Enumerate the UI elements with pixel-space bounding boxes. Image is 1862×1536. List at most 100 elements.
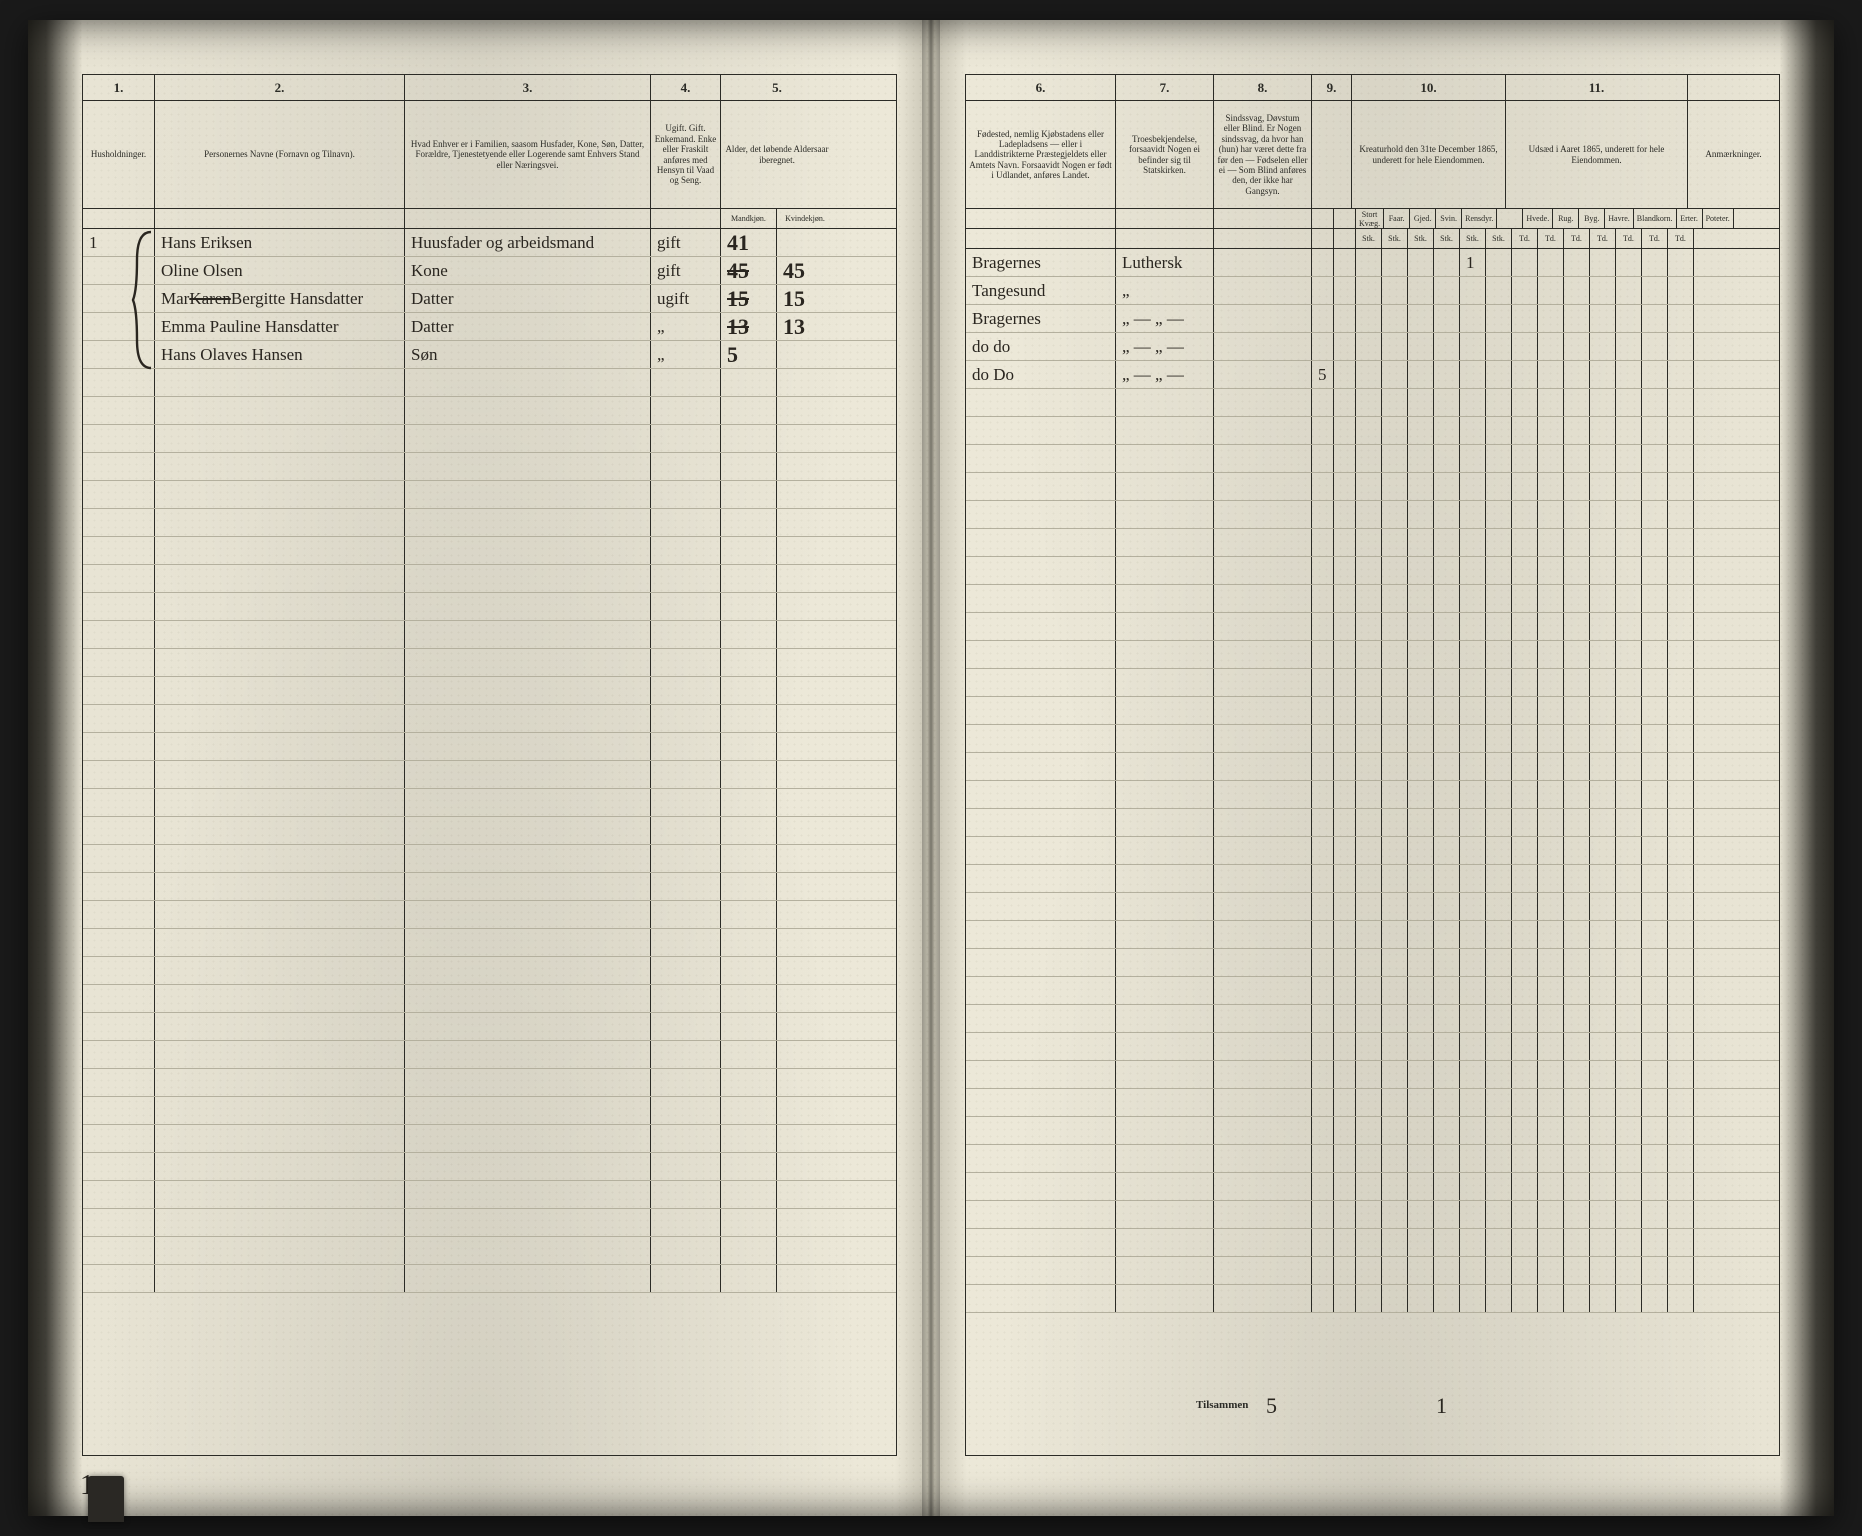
cell <box>1214 613 1312 640</box>
cell <box>777 789 833 816</box>
table-row <box>83 1153 896 1181</box>
cell <box>1538 277 1564 304</box>
cell <box>1382 669 1408 696</box>
cell <box>1408 389 1434 416</box>
cell <box>1434 389 1460 416</box>
table-row <box>966 669 1779 697</box>
cell <box>1214 893 1312 920</box>
cell <box>1312 837 1334 864</box>
cell <box>1334 361 1356 388</box>
cell <box>155 1265 405 1292</box>
table-row <box>966 753 1779 781</box>
cell <box>721 1041 777 1068</box>
cell <box>777 1013 833 1040</box>
cell <box>1564 753 1590 780</box>
cell <box>1538 921 1564 948</box>
cell <box>1356 1005 1382 1032</box>
cell <box>966 1285 1116 1312</box>
table-row <box>966 949 1779 977</box>
cell <box>721 761 777 788</box>
cell <box>83 789 155 816</box>
cell: 15 <box>777 285 833 312</box>
colnum-7: 7. <box>1116 75 1214 100</box>
cell <box>1642 613 1668 640</box>
cell <box>1512 893 1538 920</box>
table-row <box>83 1265 896 1293</box>
cell <box>405 565 651 592</box>
cell <box>1694 529 1779 556</box>
cell <box>1564 809 1590 836</box>
cell <box>1642 557 1668 584</box>
cell <box>83 873 155 900</box>
table-row: do do„ — „ — <box>966 333 1779 361</box>
cell: 1 <box>83 229 155 256</box>
cell <box>1694 417 1779 444</box>
cell <box>1616 501 1642 528</box>
cell <box>1460 389 1486 416</box>
cell <box>83 397 155 424</box>
right-subheaders-units: Stk.Stk.Stk.Stk.Stk.Stk.Td.Td.Td.Td.Td.T… <box>966 229 1779 249</box>
cell <box>966 949 1116 976</box>
cell <box>1356 501 1382 528</box>
cell <box>721 845 777 872</box>
cell <box>1116 389 1214 416</box>
cell <box>155 761 405 788</box>
cell <box>83 1237 155 1264</box>
cell <box>1486 753 1512 780</box>
cell <box>1590 585 1616 612</box>
cell <box>1356 445 1382 472</box>
cell <box>1116 725 1214 752</box>
cell <box>1512 1173 1538 1200</box>
cell <box>1434 501 1460 528</box>
cell: 45 <box>777 257 833 284</box>
cell <box>405 705 651 732</box>
cell <box>1214 781 1312 808</box>
cell <box>155 901 405 928</box>
cell <box>1590 669 1616 696</box>
cell <box>651 425 721 452</box>
subhead-blank-3 <box>405 209 651 228</box>
cell <box>1408 669 1434 696</box>
cell <box>155 369 405 396</box>
cell <box>651 481 721 508</box>
cell <box>1382 921 1408 948</box>
cell <box>1512 1117 1538 1144</box>
cell <box>1694 333 1779 360</box>
cell <box>1334 333 1356 360</box>
cell <box>155 789 405 816</box>
cell <box>1564 501 1590 528</box>
cell <box>1312 557 1334 584</box>
cell <box>1460 1285 1486 1312</box>
cell <box>1408 1117 1434 1144</box>
cell <box>405 1181 651 1208</box>
cell <box>777 1209 833 1236</box>
cell <box>1512 1061 1538 1088</box>
cell <box>966 669 1116 696</box>
cell <box>1668 921 1694 948</box>
cell <box>1694 781 1779 808</box>
cell <box>1460 669 1486 696</box>
cell <box>83 425 155 452</box>
subhead-cell: Td. <box>1642 229 1668 248</box>
head-households: Husholdninger. <box>83 101 155 208</box>
cell <box>1564 865 1590 892</box>
cell <box>651 957 721 984</box>
cell <box>1356 1285 1382 1312</box>
cell <box>1334 557 1356 584</box>
cell <box>777 565 833 592</box>
cell <box>1434 361 1460 388</box>
cell <box>1538 613 1564 640</box>
cell <box>1616 445 1642 472</box>
cell <box>1642 389 1668 416</box>
cell <box>155 677 405 704</box>
cell <box>1642 473 1668 500</box>
cell <box>1616 753 1642 780</box>
head-livestock: Kreaturhold den 31te December 1865, unde… <box>1352 101 1506 208</box>
cell <box>1486 613 1512 640</box>
cell <box>1382 417 1408 444</box>
cell: Hans Olaves Hansen <box>155 341 405 368</box>
cell <box>1642 585 1668 612</box>
cell <box>1616 865 1642 892</box>
cell <box>1538 837 1564 864</box>
cell <box>405 1013 651 1040</box>
